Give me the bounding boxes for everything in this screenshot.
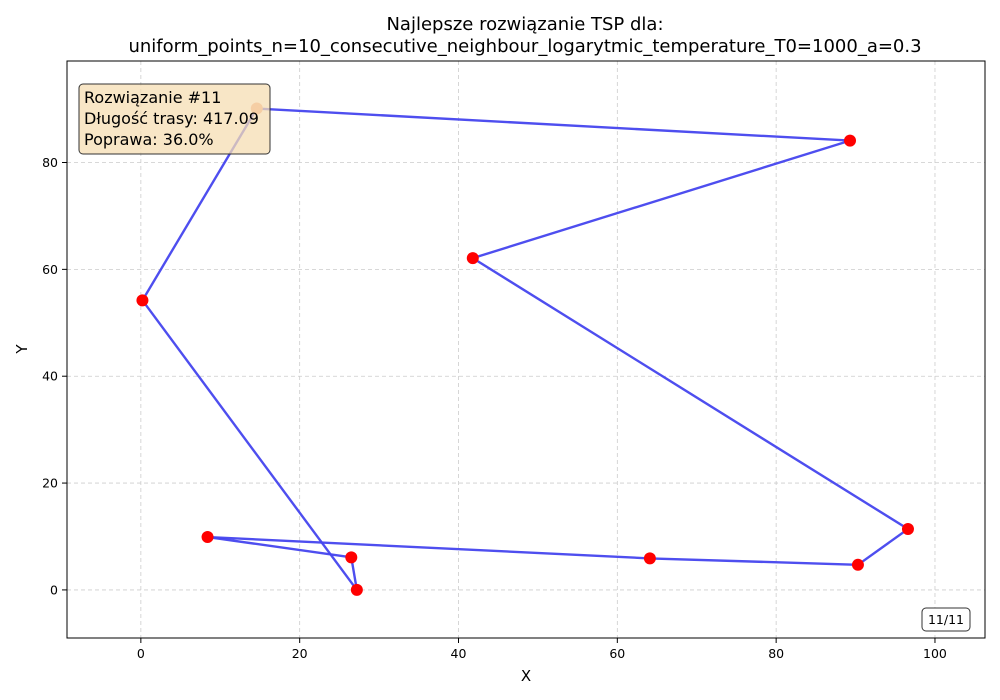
route-segment [471, 256, 910, 531]
x-tick-label: 20 [292, 646, 308, 661]
chart-title-line-1: Najlepsze rozwiązanie TSP dla: [386, 14, 663, 35]
route-segment [856, 527, 910, 567]
info-box: Rozwiązanie #11 Długość trasy: 417.09 Po… [78, 83, 271, 155]
city-point [466, 252, 479, 265]
city-point [844, 134, 856, 147]
x-tick-label: 80 [768, 646, 784, 661]
city-point [851, 558, 864, 571]
y-tick-label: 60 [42, 262, 58, 277]
frame-counter-box [921, 607, 971, 632]
route-segment [206, 535, 353, 559]
city-point [350, 583, 363, 596]
route-segment [141, 299, 359, 592]
y-tick-label: 20 [42, 476, 58, 491]
route-lines [141, 107, 910, 592]
x-tick-label: 40 [451, 646, 467, 661]
x-tick-label: 60 [609, 646, 625, 661]
info-improvement: Poprawa: 36.0% [84, 130, 214, 149]
city-point [136, 294, 149, 307]
city-point [901, 523, 914, 536]
y-tick-label: 80 [42, 155, 58, 170]
y-tick-label: 0 [50, 582, 58, 597]
city-point [201, 531, 214, 544]
info-route-length: Długość trasy: 417.09 [84, 109, 259, 128]
y-tick-label: 40 [42, 369, 58, 384]
axis-ticks: 0 20 40 60 80 100 0 20 40 60 80 [42, 155, 947, 661]
x-tick-label: 100 [923, 646, 947, 661]
route-segment [648, 557, 860, 567]
info-solution-number: Rozwiązanie #11 [84, 88, 221, 107]
info-box-background [78, 83, 271, 155]
route-points [136, 102, 914, 596]
route-segment [255, 107, 852, 142]
x-axis-label: X [521, 667, 531, 685]
city-point [345, 551, 358, 564]
plot-frame [66, 60, 986, 639]
frame-counter-text: 11/11 [928, 612, 964, 627]
chart-title-line-2: uniform_points_n=10_consecutive_neighbou… [128, 36, 921, 57]
route-segment [206, 535, 652, 560]
x-tick-label: 0 [137, 646, 145, 661]
frame-counter: 11/11 [921, 607, 971, 632]
route-segment [471, 139, 852, 260]
y-axis-label: Y [13, 344, 31, 355]
city-point [643, 552, 656, 565]
